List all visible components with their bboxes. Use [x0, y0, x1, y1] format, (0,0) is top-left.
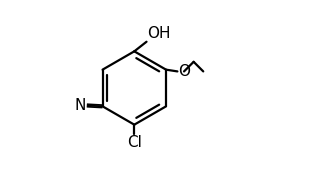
Text: Cl: Cl: [127, 135, 142, 150]
Text: N: N: [75, 98, 86, 113]
Text: O: O: [178, 64, 190, 79]
Text: OH: OH: [147, 26, 171, 41]
